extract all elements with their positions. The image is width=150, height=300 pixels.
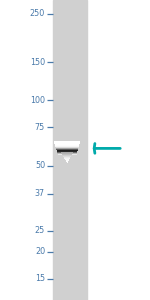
Bar bbox=[53, 0, 87, 300]
Text: 50: 50 bbox=[35, 161, 45, 170]
Text: 37: 37 bbox=[35, 189, 45, 198]
Text: 25: 25 bbox=[35, 226, 45, 236]
Text: 15: 15 bbox=[35, 274, 45, 284]
Text: 100: 100 bbox=[30, 96, 45, 105]
Text: 75: 75 bbox=[35, 123, 45, 132]
Text: 250: 250 bbox=[30, 10, 45, 19]
Text: 150: 150 bbox=[30, 58, 45, 67]
Text: 20: 20 bbox=[35, 248, 45, 256]
